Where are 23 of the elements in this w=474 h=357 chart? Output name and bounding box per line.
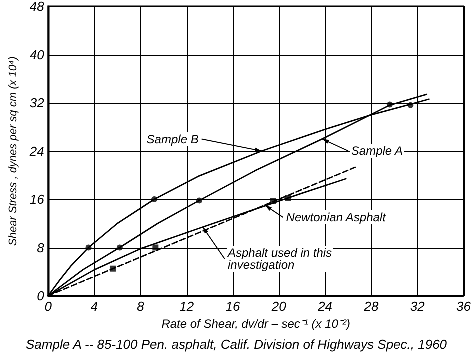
x-tick-label: 28	[363, 299, 380, 314]
annotation: Asphalt used in this investigation	[226, 246, 332, 272]
y-tick-label: 40	[30, 47, 46, 62]
x-tick-label: 16	[226, 299, 241, 314]
x-tick-label: 4	[90, 299, 98, 314]
y-tick-label: 16	[30, 192, 46, 207]
x-tick-label: 32	[410, 299, 426, 314]
x-tick-label: 20	[270, 299, 288, 314]
x-tick-label: 8	[137, 299, 146, 314]
y-tick-label: 48	[30, 0, 46, 14]
annotation: Newtonian Asphalt	[286, 210, 387, 225]
annotation: Sample B	[146, 132, 199, 146]
x-tick-label: 36	[456, 299, 472, 314]
y-axis-title: Shear Stress , dynes per sq cm (x 10⁴)	[8, 56, 20, 246]
y-tick-label: 8	[37, 240, 46, 256]
x-tick-label: 24	[317, 299, 333, 314]
y-tick-label: 32	[30, 96, 46, 110]
annotation: Sample A	[351, 144, 404, 158]
x-axis-title: Rate of Shear, dv/dr – sec⁻¹ (x 10⁻²)	[162, 316, 350, 331]
y-tick-label: 0	[37, 288, 46, 304]
y-tick-label: 24	[28, 144, 44, 159]
x-tick-label: 12	[180, 299, 195, 314]
text: Sample A -- 85-100 Pen. asphalt, Calif. Division of Highways Spec., 1960	[26, 337, 448, 352]
